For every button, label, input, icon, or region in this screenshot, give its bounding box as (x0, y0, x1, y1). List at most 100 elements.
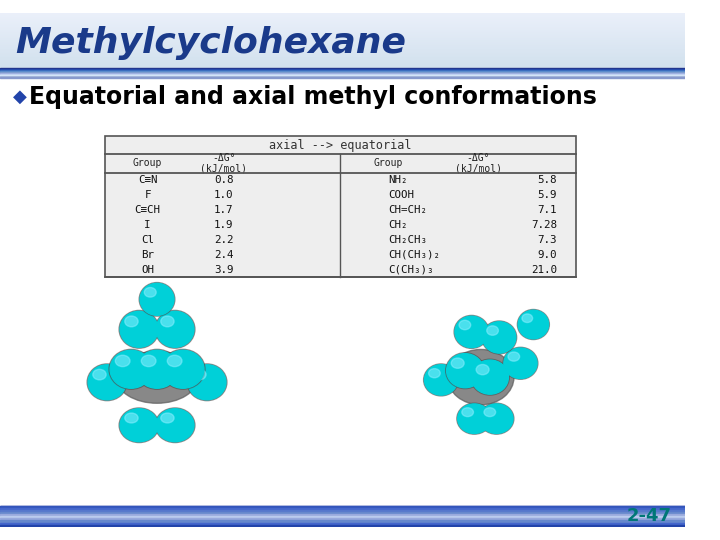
Ellipse shape (116, 352, 198, 403)
Bar (0, 17, 685, 18)
Ellipse shape (455, 316, 488, 348)
Ellipse shape (162, 350, 204, 388)
Bar (0, 510, 685, 512)
Bar (0, 66, 685, 67)
Ellipse shape (462, 408, 474, 416)
Text: 1.0: 1.0 (214, 190, 233, 200)
Ellipse shape (508, 352, 520, 361)
Text: F: F (144, 190, 150, 200)
Bar (0, 30, 685, 31)
Bar (0, 25, 685, 26)
Text: 7.1: 7.1 (537, 205, 557, 215)
Ellipse shape (459, 320, 471, 330)
Bar (0, 57, 685, 58)
Ellipse shape (482, 321, 517, 354)
Ellipse shape (135, 349, 179, 389)
Bar (0, 73, 685, 74)
Ellipse shape (518, 309, 549, 340)
Ellipse shape (88, 365, 126, 400)
Text: 5.9: 5.9 (537, 190, 557, 200)
Ellipse shape (155, 408, 195, 443)
Bar (0, 51, 685, 52)
Ellipse shape (136, 350, 178, 388)
Ellipse shape (87, 364, 127, 401)
Text: OH: OH (141, 265, 154, 275)
Bar (0, 48, 685, 49)
Text: -ΔG°
(kJ/mol): -ΔG° (kJ/mol) (200, 153, 247, 173)
Ellipse shape (484, 408, 495, 416)
Bar (0, 506, 685, 508)
Bar (0, 42, 685, 43)
Bar (0, 70, 685, 71)
Bar (0, 15, 685, 16)
Bar (0, 62, 685, 63)
Bar (0, 65, 685, 66)
Bar (0, 24, 685, 25)
Text: axial --> equatorial: axial --> equatorial (269, 139, 412, 152)
Ellipse shape (140, 284, 174, 315)
Bar (0, 29, 685, 30)
Ellipse shape (110, 350, 152, 388)
Ellipse shape (487, 326, 498, 335)
Text: Cl: Cl (141, 235, 154, 245)
Ellipse shape (161, 413, 174, 423)
Text: Group: Group (373, 158, 402, 168)
Bar (0, 63, 685, 64)
Bar (104, 137, 576, 278)
Bar (0, 33, 685, 35)
Bar (0, 75, 685, 76)
Bar (0, 69, 685, 70)
Bar (0, 36, 685, 37)
Ellipse shape (187, 364, 227, 401)
Text: 1.9: 1.9 (214, 220, 233, 230)
Text: 7.28: 7.28 (531, 220, 557, 230)
Bar (0, 45, 685, 46)
Ellipse shape (193, 369, 206, 380)
Bar (0, 76, 685, 77)
Ellipse shape (120, 409, 158, 442)
Bar (0, 77, 685, 78)
Bar (0, 521, 685, 523)
Bar (0, 60, 685, 62)
Text: 7.3: 7.3 (537, 235, 557, 245)
Ellipse shape (457, 403, 492, 434)
Text: COOH: COOH (388, 190, 414, 200)
Bar (0, 44, 685, 45)
Text: 1.7: 1.7 (214, 205, 233, 215)
Bar (0, 512, 685, 515)
Ellipse shape (125, 316, 138, 327)
Text: 0.8: 0.8 (214, 175, 233, 185)
Ellipse shape (446, 354, 484, 388)
Ellipse shape (119, 310, 159, 348)
Bar (0, 14, 685, 15)
Ellipse shape (472, 360, 508, 394)
Bar (0, 16, 685, 17)
Ellipse shape (518, 310, 549, 339)
Text: 2.2: 2.2 (214, 235, 233, 245)
Text: C(CH₃)₃: C(CH₃)₃ (388, 265, 433, 275)
Bar (0, 52, 685, 53)
Bar (0, 46, 685, 47)
Bar (0, 27, 685, 28)
Bar (0, 58, 685, 59)
Text: Methylcyclohexane: Methylcyclohexane (15, 26, 406, 60)
Text: 3.9: 3.9 (214, 265, 233, 275)
Bar (0, 59, 685, 60)
Text: Equatorial and axial methyl conformations: Equatorial and axial methyl conformation… (29, 85, 596, 109)
Bar (0, 518, 685, 521)
Ellipse shape (479, 403, 514, 434)
Ellipse shape (120, 312, 158, 347)
Ellipse shape (115, 355, 130, 367)
Ellipse shape (156, 409, 194, 442)
Bar (0, 38, 685, 39)
Bar (0, 50, 685, 51)
Ellipse shape (471, 359, 509, 395)
Ellipse shape (188, 365, 226, 400)
Text: 9.0: 9.0 (537, 250, 557, 260)
Bar (0, 32, 685, 33)
Ellipse shape (156, 312, 194, 347)
Ellipse shape (454, 315, 489, 348)
Bar (0, 22, 685, 23)
Ellipse shape (93, 369, 106, 380)
Text: NH₂: NH₂ (388, 175, 408, 185)
